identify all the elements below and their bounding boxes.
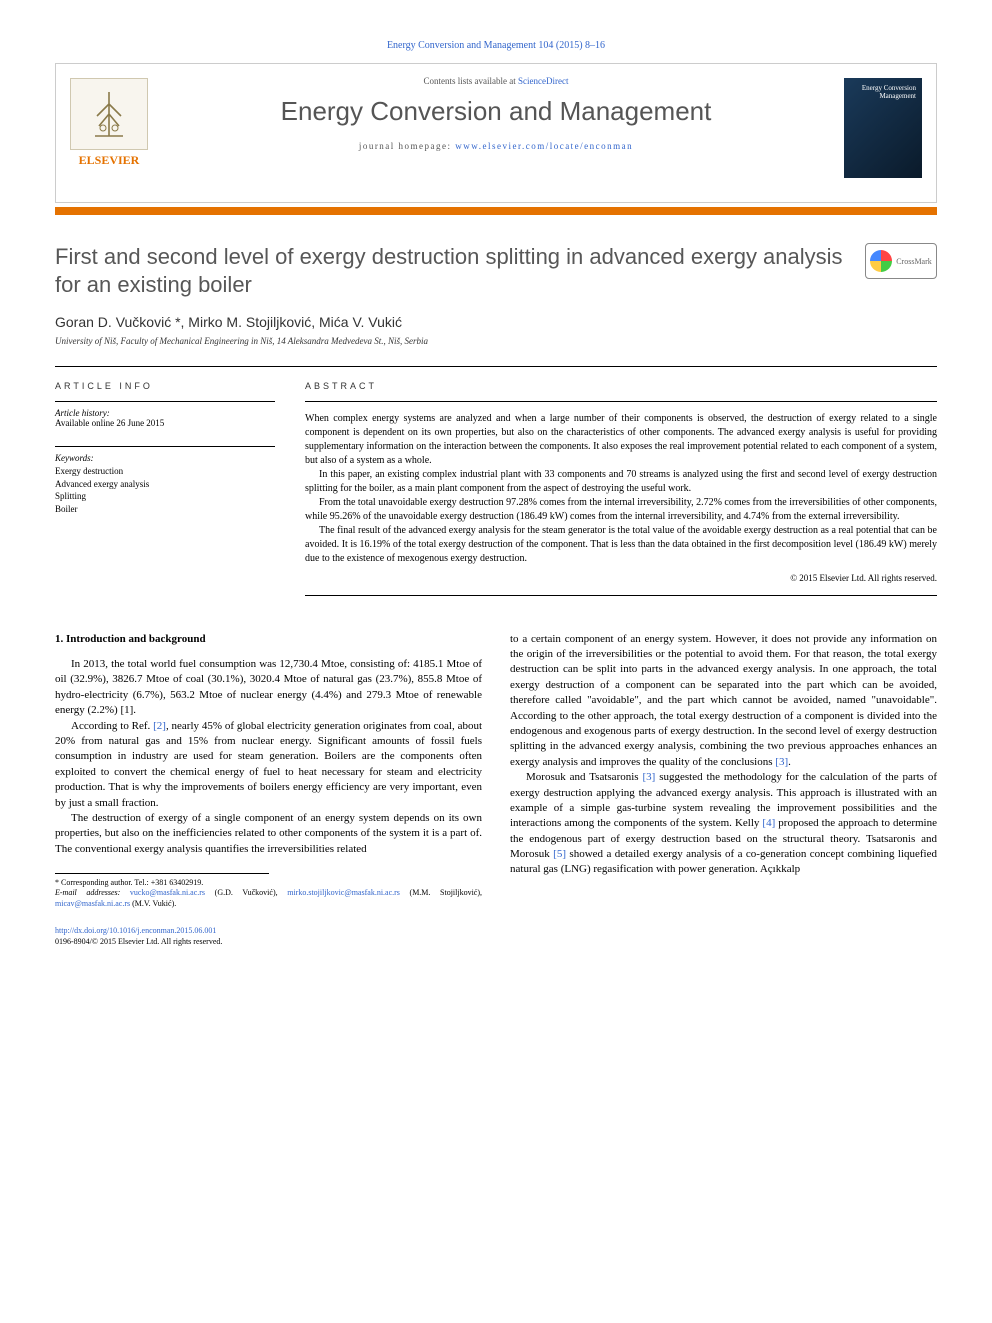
journal-cover-thumb: Energy Conversion Management	[844, 78, 922, 178]
body-para: to a certain component of an energy syst…	[510, 632, 937, 771]
journal-header-box: ELSEVIER Energy Conversion Management Co…	[55, 63, 937, 203]
keyword-item: Splitting	[55, 490, 275, 503]
homepage-line: journal homepage: www.elsevier.com/locat…	[174, 141, 818, 151]
abstract-body: When complex energy systems are analyzed…	[305, 401, 937, 596]
body-para: In 2013, the total world fuel consumptio…	[55, 657, 482, 719]
keyword-item: Advanced exergy analysis	[55, 478, 275, 491]
crossmark-badge[interactable]: CrossMark	[865, 243, 937, 279]
email-who: (M.V. Vukić)	[132, 899, 174, 908]
article-title: First and second level of exergy destruc…	[55, 243, 845, 298]
email-footnote: E-mail addresses: vucko@masfak.ni.ac.rs …	[55, 888, 482, 909]
orange-divider	[55, 207, 937, 215]
ref-link[interactable]: [4]	[762, 817, 775, 829]
journal-name: Energy Conversion and Management	[174, 96, 818, 127]
abstract-copyright: © 2015 Elsevier Ltd. All rights reserved…	[305, 572, 937, 585]
para-text: to a certain component of an energy syst…	[510, 633, 937, 768]
body-column-right: to a certain component of an energy syst…	[510, 632, 937, 948]
authors-text: Goran D. Vučković *, Mirko M. Stojiljkov…	[55, 314, 402, 330]
article-info-head: ARTICLE INFO	[55, 381, 275, 391]
doi-block: http://dx.doi.org/10.1016/j.enconman.201…	[55, 925, 482, 947]
history-value: Available online 26 June 2015	[55, 418, 275, 428]
keywords-label: Keywords:	[55, 453, 275, 463]
abstract-para: In this paper, an existing complex indus…	[305, 468, 937, 496]
abstract-para: From the total unavoidable exergy destru…	[305, 496, 937, 524]
contents-label: Contents lists available at	[424, 76, 516, 86]
ref-link[interactable]: [3]	[642, 771, 655, 783]
issn-line: 0196-8904/© 2015 Elsevier Ltd. All right…	[55, 937, 222, 946]
homepage-label: journal homepage:	[359, 141, 452, 151]
section-heading: 1. Introduction and background	[55, 632, 482, 647]
para-text: In 2013, the total world fuel consumptio…	[55, 658, 482, 716]
para-text: , nearly 45% of global electricity gener…	[55, 720, 482, 809]
authors-line: Goran D. Vučković *, Mirko M. Stojiljkov…	[55, 314, 937, 330]
abstract-head: ABSTRACT	[305, 381, 937, 391]
crossmark-label: CrossMark	[896, 257, 932, 266]
email-link[interactable]: micav@masfak.ni.ac.rs	[55, 899, 130, 908]
homepage-url[interactable]: www.elsevier.com/locate/enconman	[455, 141, 633, 151]
email-label: E-mail addresses:	[55, 888, 120, 897]
elsevier-tree-icon	[70, 78, 148, 150]
para-prefix: According to Ref.	[71, 720, 153, 732]
email-who: (M.M. Stojiljković)	[410, 888, 481, 897]
ref-link[interactable]: [3]	[775, 756, 788, 768]
crossmark-icon	[870, 250, 892, 272]
elsevier-logo: ELSEVIER	[70, 78, 148, 170]
para-text: showed a detailed exergy analysis of a c…	[510, 848, 937, 875]
body-para: The destruction of exergy of a single co…	[55, 811, 482, 857]
email-link[interactable]: vucko@masfak.ni.ac.rs	[130, 888, 205, 897]
keyword-item: Exergy destruction	[55, 465, 275, 478]
email-who: (G.D. Vučković)	[215, 888, 276, 897]
body-para: Morosuk and Tsatsaronis [3] suggested th…	[510, 770, 937, 878]
sciencedirect-link[interactable]: ScienceDirect	[518, 76, 568, 86]
corresponding-footnote: * Corresponding author. Tel.: +381 63402…	[55, 878, 482, 888]
ref-link[interactable]: [5]	[553, 848, 566, 860]
para-text: .	[788, 756, 791, 768]
ref-link[interactable]: [2]	[153, 720, 166, 732]
citation-header: Energy Conversion and Management 104 (20…	[55, 40, 937, 51]
keyword-item: Boiler	[55, 503, 275, 516]
body-column-left: 1. Introduction and background In 2013, …	[55, 632, 482, 948]
cover-text: Energy Conversion Management	[850, 84, 916, 100]
email-link[interactable]: mirko.stojiljkovic@masfak.ni.ac.rs	[287, 888, 400, 897]
footnote-rule	[55, 873, 269, 874]
body-para: According to Ref. [2], nearly 45% of glo…	[55, 719, 482, 811]
elsevier-label: ELSEVIER	[70, 153, 148, 168]
para-text: Morosuk and Tsatsaronis	[526, 771, 642, 783]
doi-link[interactable]: http://dx.doi.org/10.1016/j.enconman.201…	[55, 926, 216, 935]
history-label: Article history:	[55, 408, 275, 418]
contents-available: Contents lists available at ScienceDirec…	[174, 76, 818, 86]
affiliation: University of Niš, Faculty of Mechanical…	[55, 336, 937, 346]
abstract-para: When complex energy systems are analyzed…	[305, 412, 937, 468]
abstract-para: The final result of the advanced exergy …	[305, 524, 937, 566]
